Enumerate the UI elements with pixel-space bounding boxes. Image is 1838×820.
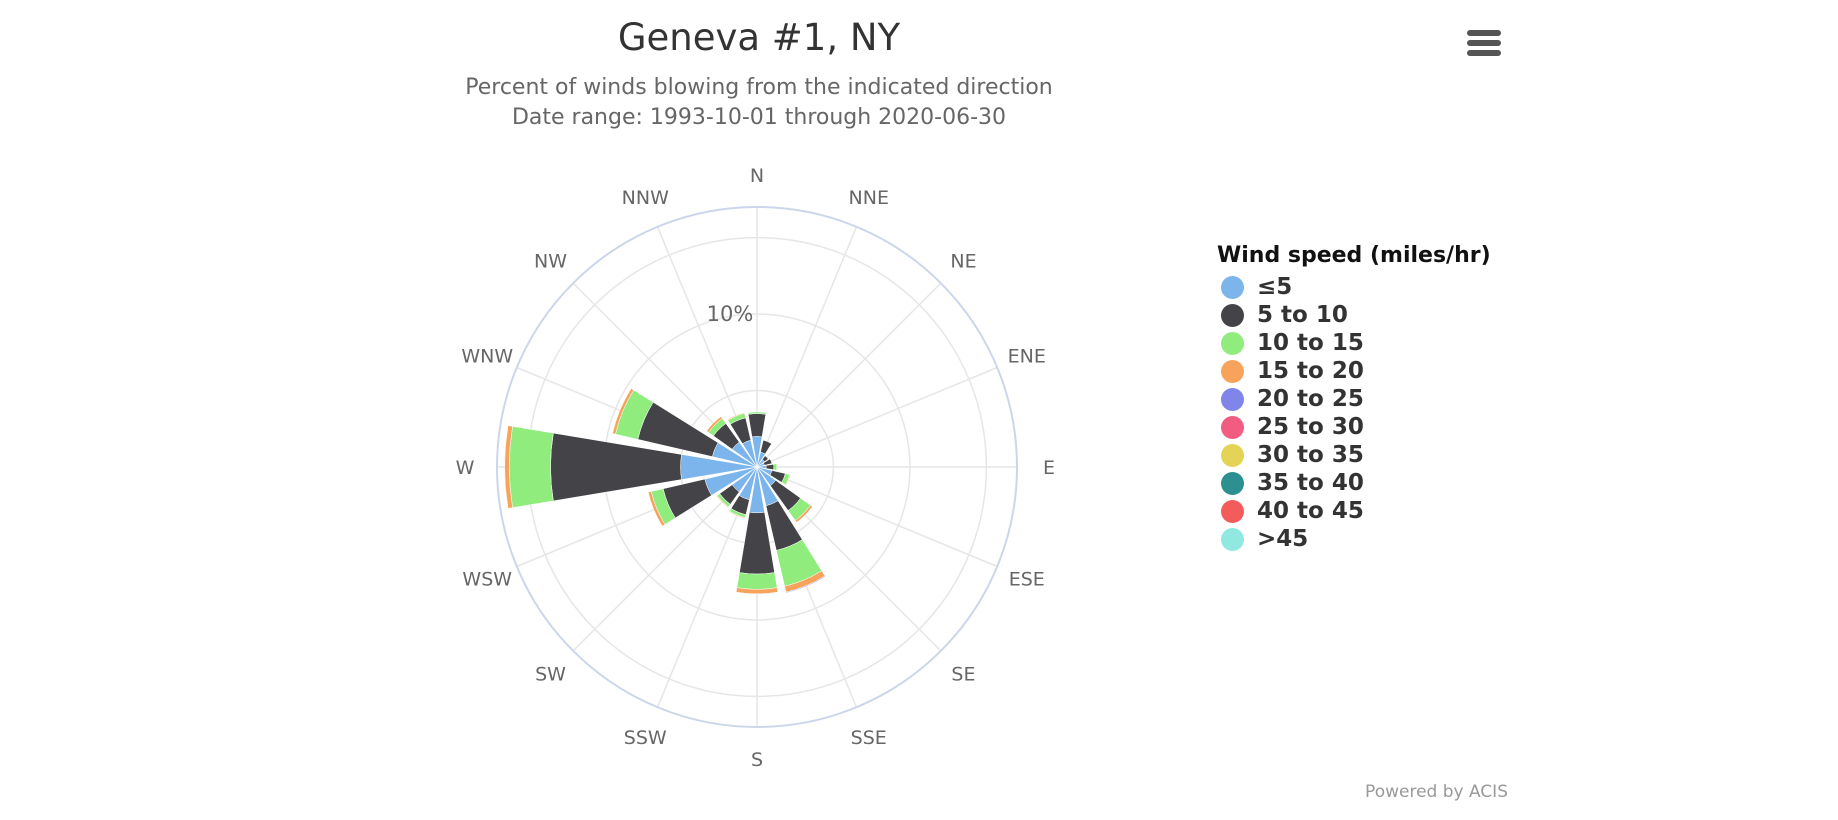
bar-wsw: [647, 491, 666, 527]
legend-label: 40 to 45: [1257, 498, 1364, 524]
legend-swatch-icon: [1221, 415, 1244, 439]
bar-nnw: [727, 412, 745, 421]
bar-s: [735, 591, 779, 595]
bar-sw: [716, 495, 729, 508]
legend-label: >45: [1257, 526, 1309, 552]
legend-item[interactable]: 30 to 35: [1217, 441, 1491, 469]
wind-rose-bars: [504, 388, 826, 595]
direction-label-nw: NW: [534, 251, 567, 273]
legend-title: Wind speed (miles/hr): [1217, 243, 1491, 268]
bar-s: [736, 572, 778, 590]
direction-label-ssw: SSW: [624, 727, 667, 749]
direction-label-ese: ESE: [1009, 569, 1045, 591]
bar-e: [773, 463, 778, 471]
bar-n: [747, 413, 767, 438]
legend-label: 20 to 25: [1257, 386, 1364, 412]
direction-label-s: S: [751, 749, 763, 771]
bar-nw: [706, 416, 723, 433]
hamburger-menu-icon: [1466, 30, 1502, 56]
bar-nne: [760, 439, 772, 455]
legend-swatch-icon: [1221, 359, 1244, 383]
legend-label: 10 to 15: [1257, 330, 1364, 356]
legend-label: 25 to 30: [1257, 414, 1364, 440]
direction-label-se: SE: [951, 663, 975, 685]
direction-label-nnw: NNW: [622, 187, 669, 209]
direction-label-e: E: [1043, 457, 1055, 479]
bar-ene: [763, 458, 773, 466]
grid-spoke: [756, 466, 998, 568]
bar-ssw: [728, 510, 746, 519]
legend-item[interactable]: 20 to 25: [1217, 385, 1491, 413]
legend-swatch-icon: [1221, 527, 1244, 551]
bar-w: [509, 426, 554, 508]
legend-item[interactable]: 35 to 40: [1217, 469, 1491, 497]
radial-axis-label: 10%: [707, 302, 754, 326]
direction-label-ne: NE: [950, 251, 976, 273]
legend-item[interactable]: 40 to 45: [1217, 497, 1491, 525]
grid-spoke: [756, 226, 858, 468]
legend-label: 30 to 35: [1257, 442, 1364, 468]
bar-e: [765, 463, 775, 471]
legend-items: ≤5 5 to 10 10 to 15 15 to 20 20 to 25 25 to 3…: [1217, 273, 1491, 553]
legend-swatch-icon: [1221, 499, 1244, 523]
wind-rose-plot: 10% N NNE NE ENE E ESE SE SSE S SSW SW WSW W WNW NW NNW: [456, 165, 1055, 771]
grid-spoke: [756, 282, 942, 468]
legend-swatch-icon: [1221, 275, 1244, 299]
legend-item[interactable]: 15 to 20: [1217, 357, 1491, 385]
legend-label: 35 to 40: [1257, 470, 1364, 496]
chart-title: Geneva #1, NY: [617, 16, 901, 59]
direction-label-wnw: WNW: [461, 345, 513, 367]
grid-spoke: [756, 366, 998, 468]
direction-labels: N NNE NE ENE E ESE SE SSE S SSW SW WSW W WNW NW NNW: [456, 165, 1055, 771]
chart-subtitle: Percent of winds blowing from the indica…: [465, 75, 1053, 100]
direction-label-sse: SSE: [851, 727, 887, 749]
legend-item[interactable]: 10 to 15: [1217, 329, 1491, 357]
legend-label: ≤5: [1257, 274, 1293, 300]
outer-ring: [496, 206, 1018, 728]
legend-item[interactable]: 5 to 10: [1217, 301, 1491, 329]
bar-wnw: [612, 388, 635, 435]
direction-label-ene: ENE: [1008, 345, 1046, 367]
legend-item[interactable]: >45: [1217, 525, 1491, 553]
legend-swatch-icon: [1221, 471, 1244, 495]
direction-label-sw: SW: [535, 663, 566, 685]
legend-swatch-icon: [1221, 443, 1244, 467]
legend: Wind speed (miles/hr) ≤5 5 to 10 10 to 15 1…: [1217, 243, 1491, 553]
direction-label-w: W: [456, 457, 475, 479]
credits-link[interactable]: Powered by ACIS: [1365, 782, 1508, 802]
legend-label: 5 to 10: [1257, 302, 1348, 328]
bar-sse: [785, 575, 826, 594]
legend-swatch-icon: [1221, 303, 1244, 327]
direction-label-n: N: [750, 165, 764, 187]
direction-label-wsw: WSW: [462, 569, 512, 591]
legend-item[interactable]: 25 to 30: [1217, 413, 1491, 441]
bar-se: [794, 504, 813, 523]
legend-swatch-icon: [1221, 331, 1244, 355]
legend-label: 15 to 20: [1257, 358, 1364, 384]
bar-w: [504, 425, 513, 509]
chart-context-menu-button[interactable]: [1466, 30, 1502, 62]
bar-ese: [785, 474, 791, 486]
direction-label-nne: NNE: [849, 187, 889, 209]
bar-s: [739, 511, 775, 575]
legend-swatch-icon: [1221, 387, 1244, 411]
chart-date-range: Date range: 1993-10-01 through 2020-06-3…: [511, 105, 1007, 130]
bar-n: [747, 411, 767, 415]
legend-item[interactable]: ≤5: [1217, 273, 1491, 301]
bar-ne: [761, 455, 769, 463]
